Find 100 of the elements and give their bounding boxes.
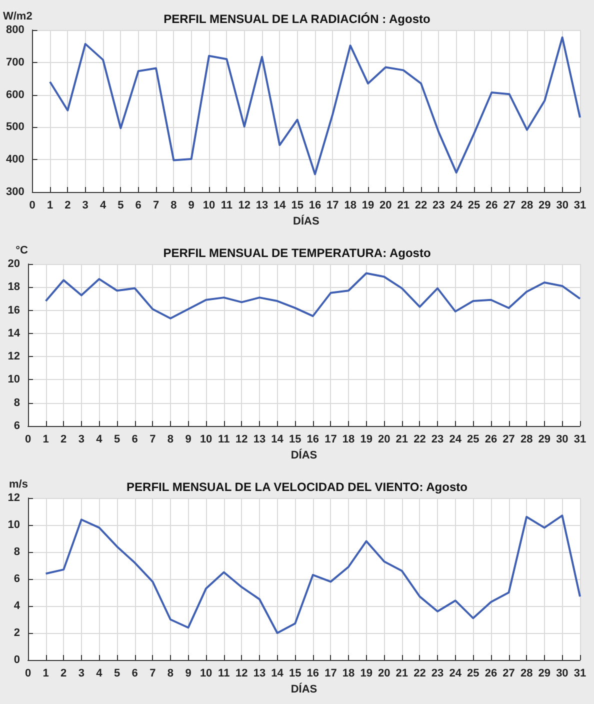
x-axis-title: DÍAS (290, 682, 318, 696)
x-tick-label: 2 (60, 668, 67, 680)
x-tick-label: 17 (324, 668, 337, 680)
x-tick-label: 11 (218, 434, 230, 446)
x-tick-label: 8 (167, 668, 174, 680)
x-tick-label: 11 (220, 200, 232, 212)
y-tick-label: 400 (6, 154, 24, 166)
x-tick-label: 3 (82, 200, 88, 212)
x-tick-label: 26 (484, 434, 498, 446)
x-tick-label: 22 (414, 200, 428, 212)
y-tick-label: 12 (8, 350, 20, 363)
x-tick-label: 2 (60, 434, 67, 446)
y-tick-label: 20 (8, 258, 20, 270)
y-tick-label: 4 (14, 600, 21, 612)
y-tick-label: 700 (6, 56, 24, 68)
x-tick-label: 12 (236, 434, 248, 446)
y-axis-title: m/s (9, 478, 28, 490)
y-tick-label: 10 (8, 519, 20, 531)
x-tick-label: 8 (167, 434, 174, 446)
y-tick-label: 300 (6, 186, 24, 198)
x-tick-label: 15 (288, 668, 302, 680)
x-tick-label: 18 (342, 668, 355, 680)
x-tick-label: 15 (288, 434, 302, 446)
x-tick-label: 5 (114, 434, 120, 446)
y-tick-label: 8 (14, 546, 20, 558)
x-tick-label: 21 (396, 668, 408, 680)
x-tick-label: 1 (42, 434, 49, 446)
y-tick-label: 600 (6, 88, 24, 101)
x-tick-label: 28 (520, 200, 534, 212)
x-tick-label: 6 (135, 200, 142, 212)
x-tick-label: 25 (467, 434, 480, 446)
x-tick-label: 0 (29, 200, 36, 212)
x-tick-label: 24 (450, 200, 464, 212)
x-tick-label: 3 (78, 668, 84, 680)
x-tick-label: 31 (574, 200, 586, 212)
x-tick-label: 20 (380, 200, 392, 212)
x-tick-label: 21 (397, 200, 410, 212)
x-tick-label: 4 (96, 668, 104, 680)
y-tick-label: 14 (8, 327, 21, 340)
x-tick-label: 21 (396, 434, 408, 446)
x-tick-label: 6 (132, 434, 138, 446)
x-tick-label: 27 (503, 200, 516, 212)
chart-title: PERFIL MENSUAL DE LA RADIACIÓN : Agosto (164, 12, 430, 26)
y-tick-label: 18 (8, 281, 20, 294)
line-series (49, 36, 581, 176)
x-tick-label: 28 (520, 668, 533, 680)
y-axis-title: °C (16, 244, 28, 256)
x-axis-title: DÍAS (290, 448, 318, 462)
x-tick-label: 23 (431, 668, 444, 680)
x-tick-label: 17 (326, 200, 339, 212)
x-tick-label: 1 (46, 200, 54, 212)
x-tick-label: 5 (118, 200, 124, 212)
y-tick-label: 800 (6, 24, 24, 36)
x-tick-label: 10 (200, 668, 212, 680)
x-tick-label: 19 (360, 434, 372, 446)
x-tick-label: 28 (520, 434, 533, 446)
x-tick-label: 20 (378, 434, 390, 446)
x-tick-label: 22 (414, 434, 426, 446)
x-tick-label: 5 (114, 668, 120, 680)
x-tick-label: 18 (342, 434, 355, 446)
y-axis-title: W/m2 (2, 10, 32, 22)
x-tick-label: 30 (556, 668, 568, 680)
y-tick-label: 6 (14, 420, 20, 432)
x-tick-label: 2 (64, 200, 71, 212)
x-tick-label: 26 (484, 668, 498, 680)
x-tick-label: 20 (378, 668, 390, 680)
x-tick-label: 12 (236, 668, 248, 680)
x-tick-label: 16 (308, 200, 322, 212)
x-tick-label: 9 (185, 434, 192, 446)
y-tick-label: 12 (8, 492, 20, 504)
x-tick-label: 27 (502, 668, 515, 680)
x-tick-label: 27 (502, 434, 515, 446)
x-tick-label: 10 (202, 200, 216, 212)
x-tick-label: 13 (253, 434, 266, 446)
x-tick-label: 29 (538, 668, 551, 680)
x-tick-label: 19 (362, 200, 374, 212)
x-tick-label: 30 (556, 434, 568, 446)
x-tick-label: 15 (291, 200, 304, 212)
x-tick-label: 29 (538, 200, 551, 212)
x-tick-label: 16 (306, 434, 320, 446)
y-tick-label: 10 (8, 374, 20, 386)
x-tick-label: 6 (132, 668, 138, 680)
x-tick-label: 7 (152, 200, 160, 212)
x-tick-label: 31 (574, 668, 586, 680)
y-tick-label: 6 (14, 573, 20, 585)
x-tick-label: 4 (100, 200, 107, 212)
x-tick-label: 24 (449, 434, 462, 446)
chart-title: PERFIL MENSUAL DE TEMPERATURA: Agosto (163, 246, 431, 260)
x-tick-label: 3 (78, 434, 84, 446)
x-tick-label: 9 (188, 200, 194, 212)
chart-title: PERFIL MENSUAL DE LA VELOCIDAD DEL VIENTO: Agosto (126, 480, 468, 494)
y-tick-label: 16 (8, 304, 20, 316)
x-tick-label: 7 (150, 434, 156, 446)
x-tick-label: 7 (150, 668, 156, 680)
x-tick-label: 23 (431, 434, 444, 446)
y-tick-label: 2 (14, 627, 20, 639)
x-tick-label: 23 (432, 200, 445, 212)
x-tick-label: 25 (468, 200, 480, 212)
x-tick-label: 8 (170, 200, 177, 212)
x-tick-label: 30 (556, 200, 568, 212)
